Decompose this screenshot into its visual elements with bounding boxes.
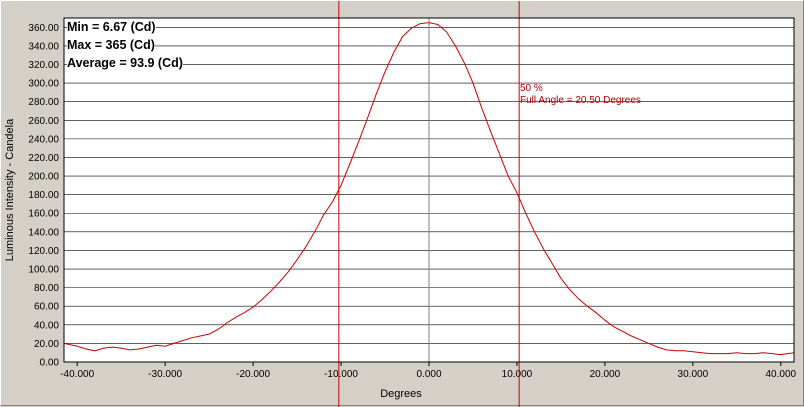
y-axis-label: Luminous Intensity - Candela xyxy=(4,118,16,261)
y-tick-label: 340.00 xyxy=(28,41,59,52)
y-tick-label: 300.00 xyxy=(28,79,59,90)
x-tick-label: 30.000 xyxy=(678,369,709,380)
x-tick-labels: -40.000 -30.000 -20.000 -10.000 0.000 10.000 2… xyxy=(60,362,797,380)
y-tick-label: 100.00 xyxy=(28,265,59,276)
x-tick-label: 10.000 xyxy=(502,369,533,380)
y-tick-label: 240.00 xyxy=(28,134,59,145)
x-tick-label: 0.000 xyxy=(416,369,441,380)
plot-border xyxy=(63,17,795,363)
y-tick-label: 120.00 xyxy=(28,246,59,257)
y-tick-label: 180.00 xyxy=(28,190,59,201)
x-tick-label: -30.000 xyxy=(148,369,182,380)
y-tick-label: 220.00 xyxy=(28,153,59,164)
x-tick-label: 40.000 xyxy=(766,369,797,380)
y-tick-label: 200.00 xyxy=(28,172,59,183)
y-tick-label: 280.00 xyxy=(28,97,59,108)
average-value-label: Average = 93.9 (Cd) xyxy=(67,56,183,71)
y-tick-label: 160.00 xyxy=(28,209,59,220)
y-tick-label: 140.00 xyxy=(28,227,59,238)
y-tick-label: 60.00 xyxy=(34,302,59,313)
intensity-curve xyxy=(63,22,795,356)
x-tick-label: 20.000 xyxy=(590,369,621,380)
annotation-full-angle: Full Angle = 20.50 Degrees xyxy=(520,95,641,106)
y-tick-label: 260.00 xyxy=(28,116,59,127)
min-value-label: Min = 6.67 (Cd) xyxy=(67,20,156,35)
y-tick-label: 0.00 xyxy=(40,358,60,369)
x-tick-label: -40.000 xyxy=(60,369,94,380)
x-axis-label: Degrees xyxy=(380,388,422,400)
x-tick-label: -10.000 xyxy=(324,369,358,380)
annotation-percent: 50 % xyxy=(520,83,543,94)
y-tick-label: 360.00 xyxy=(28,23,59,34)
max-value-label: Max = 365 (Cd) xyxy=(67,38,155,53)
marker-lines xyxy=(338,1,520,407)
y-tick-label: 20.00 xyxy=(34,339,59,350)
y-tick-label: 80.00 xyxy=(34,283,59,294)
x-tick-label: -20.000 xyxy=(236,369,270,380)
grid-lines xyxy=(64,18,794,363)
y-tick-labels: 0.00 20.00 40.00 60.00 80.00 100.00 120.00 140.… xyxy=(28,23,59,369)
y-tick-label: 320.00 xyxy=(28,60,59,71)
y-tick-label: 40.00 xyxy=(34,320,59,331)
